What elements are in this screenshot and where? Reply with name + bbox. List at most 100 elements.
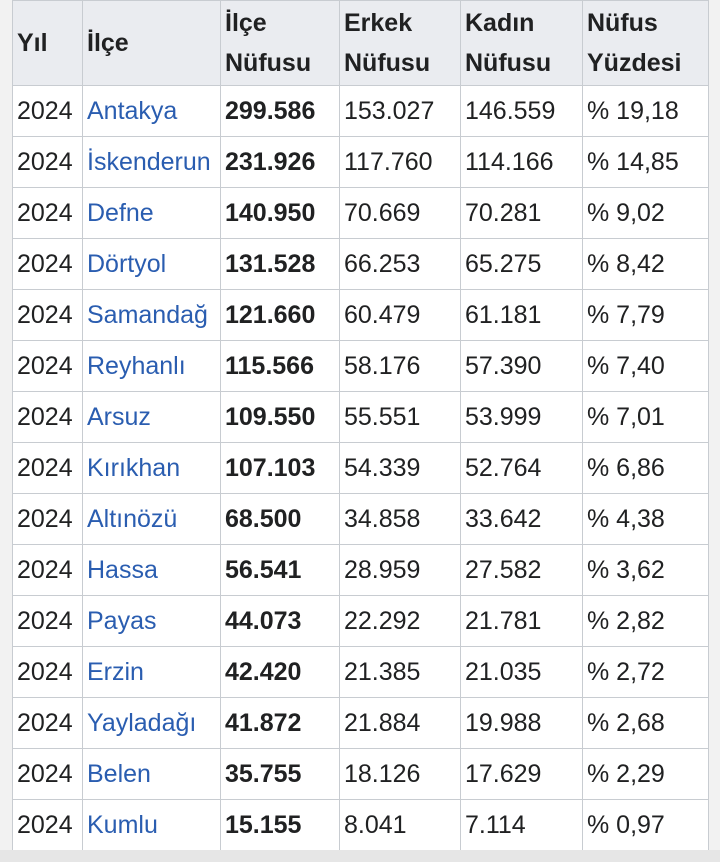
cell-female-population: 65.275	[460, 238, 583, 290]
cell-year: 2024	[12, 748, 83, 800]
cell-male-population: 21.385	[339, 646, 461, 698]
header-year[interactable]: Yıl	[12, 0, 83, 86]
cell-year: 2024	[12, 646, 83, 698]
cell-male-population: 55.551	[339, 391, 461, 443]
population-table-frame: Yıl İlçe İlçe Nüfusu Erkek Nüfusu Kadın Nüf…	[12, 0, 709, 851]
header-district[interactable]: İlçe	[82, 0, 221, 86]
district-link[interactable]: Antakya	[82, 85, 221, 137]
header-male-population[interactable]: Erkek Nüfusu	[339, 0, 461, 86]
cell-total-population: 299.586	[220, 85, 340, 137]
cell-year: 2024	[12, 595, 83, 647]
district-link[interactable]: Kırıkhan	[82, 442, 221, 494]
table-row: 2024 Samandağ 121.660 60.479 61.181% 7,79	[12, 289, 709, 341]
cell-total-population: 121.660	[220, 289, 340, 341]
cell-male-population: 22.292	[339, 595, 461, 647]
table-row: 2024 Altınözü 68.500 34.858 33.642% 4,38	[12, 493, 709, 545]
cell-female-population: 21.781	[460, 595, 583, 647]
district-link[interactable]: Reyhanlı	[82, 340, 221, 392]
cell-female-population: 61.181	[460, 289, 583, 341]
cell-population-percent: % 8,42	[582, 238, 709, 290]
district-link[interactable]: Hassa	[82, 544, 221, 596]
cell-population-percent: % 3,62	[582, 544, 709, 596]
cell-year: 2024	[12, 493, 83, 545]
cell-population-percent: % 19,18	[582, 85, 709, 137]
cell-male-population: 117.760	[339, 136, 461, 188]
cell-female-population: 27.582	[460, 544, 583, 596]
cell-total-population: 42.420	[220, 646, 340, 698]
cell-female-population: 17.629	[460, 748, 583, 800]
district-link[interactable]: Belen	[82, 748, 221, 800]
cell-female-population: 52.764	[460, 442, 583, 494]
cell-total-population: 35.755	[220, 748, 340, 800]
cell-male-population: 153.027	[339, 85, 461, 137]
table-row: 2024 Yayladağı 41.872 21.884 19.988% 2,68	[12, 697, 709, 749]
district-link[interactable]: Yayladağı	[82, 697, 221, 749]
table-row: 2024 İskenderun 231.926 117.760 114.166% 14,…	[12, 136, 709, 188]
district-link[interactable]: Kumlu	[82, 799, 221, 851]
cell-total-population: 231.926	[220, 136, 340, 188]
district-link[interactable]: Erzin	[82, 646, 221, 698]
cell-year: 2024	[12, 340, 83, 392]
district-population-table: Yıl İlçe İlçe Nüfusu Erkek Nüfusu Kadın Nüf…	[12, 0, 709, 851]
cell-male-population: 54.339	[339, 442, 461, 494]
cell-total-population: 44.073	[220, 595, 340, 647]
cell-male-population: 21.884	[339, 697, 461, 749]
cell-male-population: 34.858	[339, 493, 461, 545]
cell-female-population: 7.114	[460, 799, 583, 851]
header-total-population[interactable]: İlçe Nüfusu	[220, 0, 340, 86]
cell-female-population: 33.642	[460, 493, 583, 545]
district-link[interactable]: Arsuz	[82, 391, 221, 443]
table-row: 2024 Antakya 299.586 153.027 146.559% 19,18	[12, 85, 709, 137]
cell-male-population: 60.479	[339, 289, 461, 341]
header-female-population[interactable]: Kadın Nüfusu	[460, 0, 583, 86]
cell-year: 2024	[12, 238, 83, 290]
cell-year: 2024	[12, 187, 83, 239]
table-row: 2024 Arsuz 109.550 55.551 53.999% 7,01	[12, 391, 709, 443]
table-header-row: Yıl İlçe İlçe Nüfusu Erkek Nüfusu Kadın Nüf…	[12, 0, 709, 86]
district-link[interactable]: Payas	[82, 595, 221, 647]
cell-male-population: 18.126	[339, 748, 461, 800]
table-row: 2024 Kırıkhan 107.103 54.339 52.764% 6,86	[12, 442, 709, 494]
table-row: 2024 Erzin 42.420 21.385 21.035% 2,72	[12, 646, 709, 698]
table-row: 2024 Dörtyol 131.528 66.253 65.275% 8,42	[12, 238, 709, 290]
district-link[interactable]: Defne	[82, 187, 221, 239]
cell-year: 2024	[12, 289, 83, 341]
table-row: 2024 Kumlu 15.155 8.041 7.114% 0,97	[12, 799, 709, 851]
cell-total-population: 15.155	[220, 799, 340, 851]
cell-year: 2024	[12, 136, 83, 188]
cell-total-population: 109.550	[220, 391, 340, 443]
cell-population-percent: % 0,97	[582, 799, 709, 851]
cell-male-population: 58.176	[339, 340, 461, 392]
cell-total-population: 115.566	[220, 340, 340, 392]
cell-female-population: 146.559	[460, 85, 583, 137]
cell-population-percent: % 2,68	[582, 697, 709, 749]
district-link[interactable]: Samandağ	[82, 289, 221, 341]
table-row: 2024 Defne 140.950 70.669 70.281% 9,02	[12, 187, 709, 239]
cell-male-population: 8.041	[339, 799, 461, 851]
header-population-percent[interactable]: Nüfus Yüzdesi	[582, 0, 709, 86]
cell-total-population: 131.528	[220, 238, 340, 290]
cell-total-population: 68.500	[220, 493, 340, 545]
cell-population-percent: % 7,79	[582, 289, 709, 341]
cell-female-population: 21.035	[460, 646, 583, 698]
cell-total-population: 140.950	[220, 187, 340, 239]
district-link[interactable]: İskenderun	[82, 136, 221, 188]
cell-total-population: 41.872	[220, 697, 340, 749]
cell-female-population: 57.390	[460, 340, 583, 392]
cell-population-percent: % 7,40	[582, 340, 709, 392]
cell-male-population: 66.253	[339, 238, 461, 290]
cell-year: 2024	[12, 799, 83, 851]
page-bottom-edge	[0, 850, 720, 862]
cell-year: 2024	[12, 697, 83, 749]
district-link[interactable]: Altınözü	[82, 493, 221, 545]
cell-population-percent: % 14,85	[582, 136, 709, 188]
cell-female-population: 53.999	[460, 391, 583, 443]
cell-female-population: 114.166	[460, 136, 583, 188]
district-link[interactable]: Dörtyol	[82, 238, 221, 290]
cell-year: 2024	[12, 391, 83, 443]
cell-total-population: 56.541	[220, 544, 340, 596]
cell-year: 2024	[12, 85, 83, 137]
cell-male-population: 28.959	[339, 544, 461, 596]
cell-female-population: 70.281	[460, 187, 583, 239]
table-row: 2024 Hassa 56.541 28.959 27.582% 3,62	[12, 544, 709, 596]
